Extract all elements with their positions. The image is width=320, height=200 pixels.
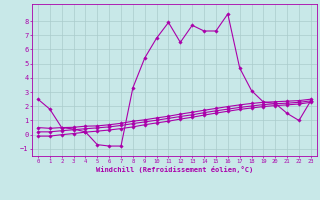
X-axis label: Windchill (Refroidissement éolien,°C): Windchill (Refroidissement éolien,°C) [96, 166, 253, 173]
